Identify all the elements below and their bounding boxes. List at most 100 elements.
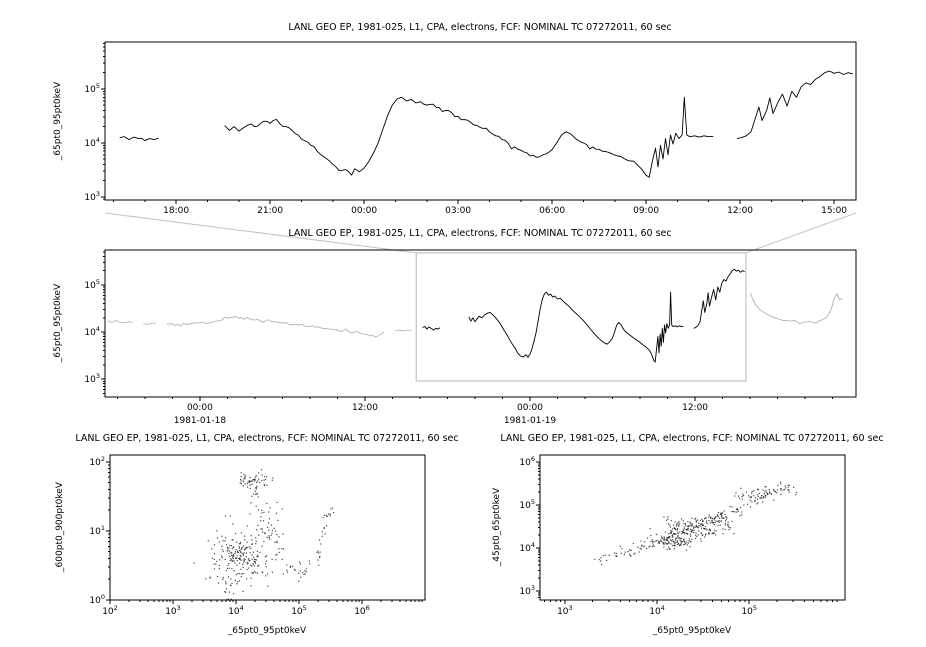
scatter-point <box>666 537 668 539</box>
scatter-point <box>231 559 233 561</box>
scatter-point <box>689 524 691 526</box>
scatter-point <box>695 537 697 539</box>
scatter-point <box>240 576 242 578</box>
scatter-point <box>729 506 731 508</box>
plot-frame[interactable] <box>104 41 857 201</box>
x-tick-label: 00:00 <box>187 403 213 413</box>
scatter-point <box>263 511 265 513</box>
scatter-point <box>227 564 229 566</box>
panel-title: LANL GEO EP, 1981-025, L1, CPA, electron… <box>288 22 671 33</box>
scatter-point <box>695 521 697 523</box>
scatter-point <box>737 510 739 512</box>
scatter-point <box>678 525 680 527</box>
scatter-point <box>240 568 242 570</box>
scatter-point <box>720 515 723 517</box>
series-area[interactable] <box>107 252 843 382</box>
scatter-point <box>735 492 737 494</box>
scatter-point <box>213 558 215 560</box>
scatter-point <box>714 517 716 519</box>
panel-top-timeseries: LANL GEO EP, 1981-025, L1, CPA, electron… <box>53 22 857 216</box>
scatter-point <box>735 511 738 513</box>
scatter-point <box>740 487 742 489</box>
scatter-point <box>228 591 231 593</box>
scatter-point <box>699 519 702 522</box>
scatter-point <box>743 504 745 506</box>
scatter-point <box>638 551 640 553</box>
scatter-point <box>326 515 328 518</box>
scatter-point <box>694 526 696 528</box>
series-area[interactable] <box>119 70 854 178</box>
scatter-point <box>719 524 721 526</box>
axes: 103 104 105 18:00 21:00 00:00 03:00 06:00 09:00 1… <box>84 41 857 216</box>
scatter-point <box>275 554 277 556</box>
scatter-point <box>685 529 687 531</box>
scatter-point <box>258 564 260 566</box>
scatter-point <box>269 507 271 509</box>
zoom-box[interactable] <box>415 252 747 382</box>
scatter-point <box>320 543 322 545</box>
series-line <box>422 326 441 331</box>
scatter-point <box>787 484 789 486</box>
scatter-point <box>600 557 602 559</box>
plot-frame[interactable] <box>539 454 846 601</box>
scatter-point <box>244 548 246 550</box>
scatter-point <box>710 517 712 519</box>
series-line <box>166 315 385 338</box>
scatter-point <box>268 511 270 513</box>
plot-frame[interactable] <box>104 249 857 398</box>
scatter-point <box>205 578 207 580</box>
scatter-point <box>308 560 310 562</box>
scatter-point <box>763 493 765 495</box>
scatter-point <box>251 539 253 541</box>
scatter-point <box>235 574 237 576</box>
scatter-point <box>747 495 750 497</box>
scatter-point <box>238 550 240 552</box>
scatter-point <box>256 529 258 531</box>
scatter-point <box>217 582 219 584</box>
scatter-point <box>713 517 715 519</box>
plot-frame[interactable] <box>109 454 426 601</box>
scatter-point <box>710 516 712 518</box>
scatter-point <box>239 543 241 545</box>
series-line <box>107 320 133 324</box>
scatter-point <box>683 526 685 528</box>
scatter-point <box>282 548 285 550</box>
scatter-point <box>604 554 606 556</box>
scatter-point <box>773 499 775 501</box>
scatter-point <box>275 512 277 514</box>
scatter-point <box>242 545 245 547</box>
scatter-point <box>241 546 243 548</box>
scatter-point <box>254 480 256 482</box>
scatter-point <box>727 521 729 523</box>
series-area[interactable] <box>594 481 798 566</box>
scatter-point <box>231 582 233 584</box>
scatter-point <box>762 489 764 491</box>
scatter-point <box>693 526 695 528</box>
scatter-point <box>326 525 328 527</box>
axes: 103 104 105 00:00 1981-01-18 12:00 00:00 1981-0… <box>84 249 857 426</box>
scatter-point <box>734 495 736 497</box>
scatter-point <box>282 573 284 575</box>
scatter-point <box>266 573 269 575</box>
scatter-point <box>232 546 234 548</box>
x-tick-label: 18:00 <box>163 206 189 216</box>
scatter-point <box>222 540 224 542</box>
scatter-point <box>675 533 677 535</box>
scatter-point <box>276 501 278 504</box>
scatter-point <box>753 495 755 497</box>
scatter-point <box>714 522 716 524</box>
scatter-point <box>225 588 227 590</box>
scatter-point <box>722 517 724 519</box>
scatter-point <box>282 533 284 535</box>
scatter-point <box>674 545 676 547</box>
scatter-point <box>782 489 784 491</box>
scatter-point <box>656 539 658 541</box>
scatter-point <box>266 555 268 557</box>
scatter-point <box>253 558 255 560</box>
series-area[interactable] <box>193 469 335 600</box>
scatter-point <box>221 549 223 551</box>
scatter-point <box>669 526 671 528</box>
scatter-point <box>276 534 278 536</box>
scatter-point <box>247 486 249 488</box>
